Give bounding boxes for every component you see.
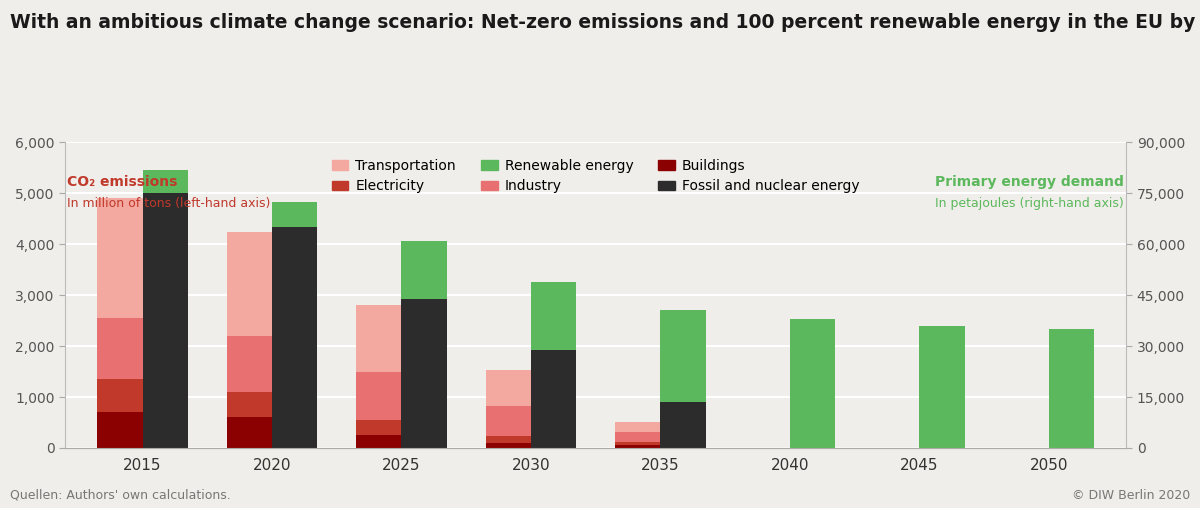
Text: CO₂ emissions: CO₂ emissions: [67, 175, 178, 188]
Bar: [227, 232, 272, 336]
Bar: [356, 371, 402, 420]
Text: Quellen: Authors' own calculations.: Quellen: Authors' own calculations.: [10, 489, 230, 502]
Bar: [486, 436, 530, 443]
Bar: [486, 443, 530, 448]
Bar: [486, 370, 530, 406]
Text: In petajoules (right-hand axis): In petajoules (right-hand axis): [936, 198, 1124, 210]
Bar: [402, 241, 446, 299]
Bar: [486, 406, 530, 436]
Bar: [97, 412, 143, 448]
Bar: [227, 392, 272, 418]
Text: In million of tons (left-hand axis): In million of tons (left-hand axis): [67, 198, 270, 210]
Bar: [530, 281, 576, 350]
Text: Primary energy demand: Primary energy demand: [935, 175, 1124, 188]
Legend: Transportation, Electricity, Renewable energy, Industry, Buildings, Fossil and n: Transportation, Electricity, Renewable e…: [331, 158, 859, 194]
Bar: [616, 422, 660, 432]
Bar: [919, 326, 965, 448]
Bar: [97, 199, 143, 318]
Bar: [97, 318, 143, 379]
Bar: [143, 170, 188, 194]
Text: With an ambitious climate change scenario: Net-zero emissions and 100 percent re: With an ambitious climate change scenari…: [10, 13, 1200, 31]
Bar: [616, 446, 660, 448]
Bar: [272, 202, 317, 227]
Bar: [660, 402, 706, 448]
Bar: [790, 319, 835, 448]
Bar: [143, 194, 188, 448]
Bar: [530, 350, 576, 448]
Bar: [97, 379, 143, 412]
Bar: [616, 442, 660, 446]
Bar: [272, 227, 317, 448]
Bar: [356, 305, 402, 371]
Bar: [227, 418, 272, 448]
Bar: [227, 336, 272, 392]
Bar: [660, 310, 706, 402]
Text: © DIW Berlin 2020: © DIW Berlin 2020: [1072, 489, 1190, 502]
Bar: [1049, 329, 1094, 448]
Bar: [356, 435, 402, 448]
Bar: [402, 299, 446, 448]
Bar: [616, 432, 660, 442]
Bar: [356, 420, 402, 435]
